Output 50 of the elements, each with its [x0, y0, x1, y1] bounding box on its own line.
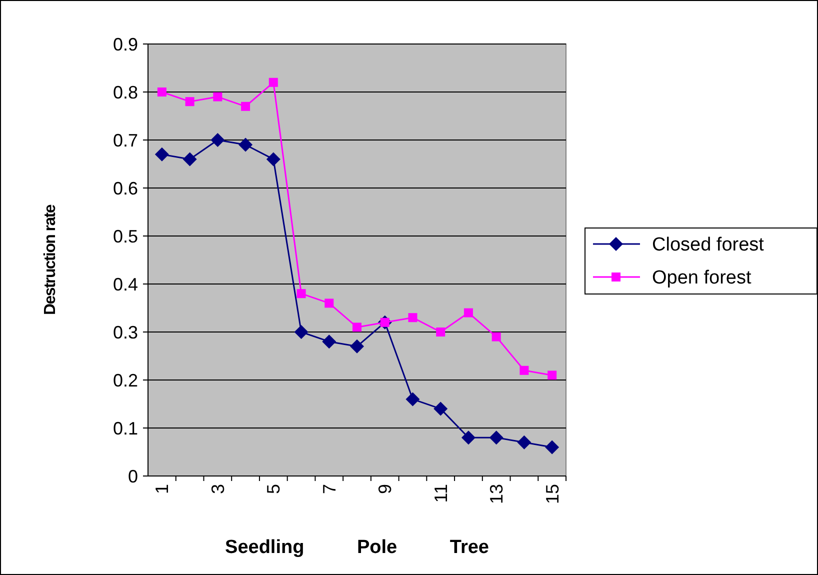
- point: [464, 308, 473, 318]
- point: [268, 78, 278, 87]
- point: [296, 289, 306, 298]
- y-tick-label: 0.5: [112, 226, 138, 246]
- x-tick-label: 9: [375, 484, 396, 494]
- point: [545, 440, 560, 454]
- point: [461, 430, 476, 445]
- point: [406, 392, 420, 406]
- point: [182, 152, 197, 166]
- point: [322, 334, 336, 349]
- y-tick-label: 0.2: [112, 370, 138, 390]
- x-tick-label: 5: [264, 484, 284, 494]
- y-tick-label: 0: [128, 466, 138, 486]
- y-tick-label: 0.9: [112, 34, 138, 54]
- point: [436, 328, 446, 336]
- legend-label: Open forest: [652, 268, 752, 289]
- x-tick-label: 7: [319, 484, 340, 494]
- y-tick-label: 0.6: [112, 178, 138, 198]
- y-tick-label: 0.1: [112, 418, 138, 438]
- x-tick-label: 13: [486, 484, 507, 504]
- point: [154, 147, 169, 162]
- point: [213, 92, 222, 102]
- point: [210, 133, 225, 147]
- y-tick-label: 0.7: [112, 130, 138, 150]
- x-tick-label: 1: [152, 484, 172, 494]
- x-tick-label: 15: [542, 484, 562, 504]
- point: [520, 366, 529, 375]
- point: [548, 370, 557, 380]
- point: [434, 402, 448, 416]
- point: [185, 97, 194, 106]
- x-tick-label: 11: [430, 484, 451, 503]
- point: [241, 102, 250, 111]
- y-axis-title: Destruction rate: [42, 204, 59, 315]
- point: [408, 313, 418, 322]
- point: [157, 88, 166, 96]
- x-axis-title: Seedling Pole Tree: [225, 537, 489, 558]
- point: [294, 325, 308, 339]
- point: [489, 430, 504, 445]
- legend-label: Closed forest: [652, 234, 765, 256]
- point: [517, 435, 532, 450]
- point: [238, 138, 253, 152]
- point: [266, 152, 280, 166]
- point: [324, 298, 334, 308]
- point: [350, 339, 364, 354]
- y-tick-label: 0.4: [112, 274, 138, 294]
- point: [352, 322, 362, 332]
- point: [492, 332, 501, 342]
- y-tick-label: 0.3: [112, 322, 138, 342]
- x-tick-label: 3: [208, 484, 228, 494]
- y-tick-label: 0.8: [112, 82, 138, 102]
